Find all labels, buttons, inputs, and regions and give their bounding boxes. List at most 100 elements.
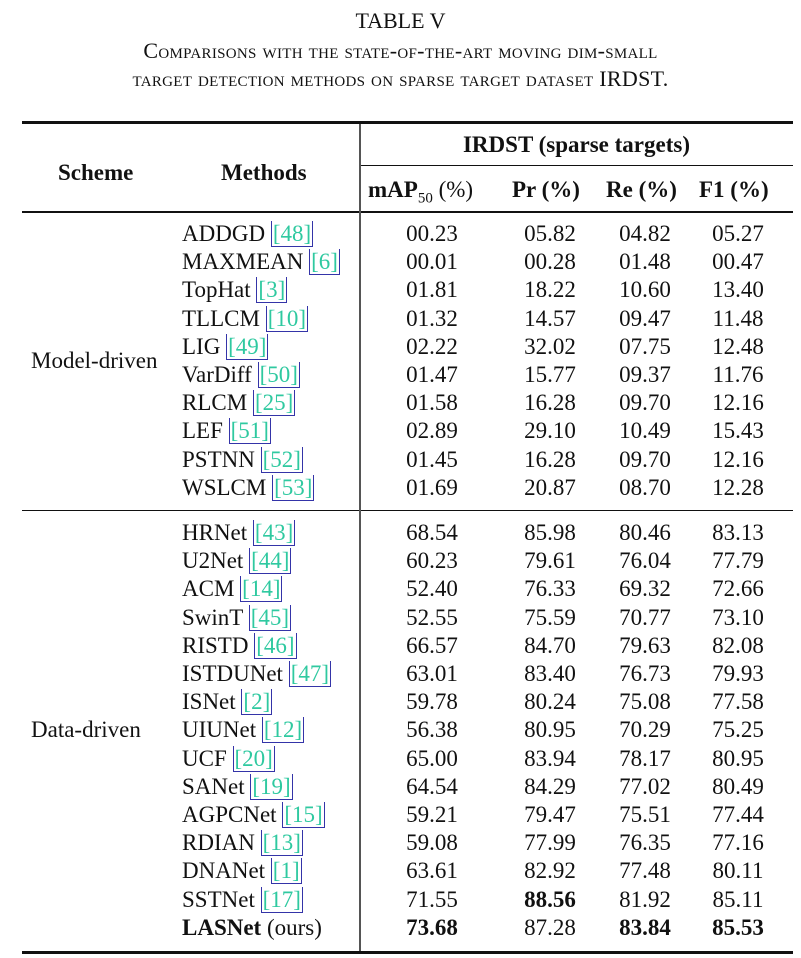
pr-value: 75.59: [524, 604, 576, 630]
method-cell: U2Net [44]: [182, 547, 292, 575]
citation-link[interactable]: [43]: [252, 520, 296, 546]
method-name: ACM: [182, 576, 235, 602]
f1-value: 05.27: [712, 221, 764, 246]
citation-link[interactable]: [17]: [260, 886, 303, 913]
map-value: 60.23: [406, 548, 458, 574]
bottom-rule: [22, 951, 793, 954]
citation-link[interactable]: [52]: [260, 446, 303, 473]
citation-link[interactable]: [15]: [282, 802, 325, 828]
citation-link[interactable]: [45]: [248, 604, 292, 631]
method-cell: MAXMEAN [6]: [182, 248, 340, 276]
method-name: RLCM: [182, 390, 248, 416]
map-value: 71.55: [406, 886, 458, 912]
map-value: 59.08: [406, 830, 458, 856]
method-cell: PSTNN [52]: [182, 446, 303, 474]
pr-value: 32.02: [524, 333, 576, 359]
method-cell: VarDiff [50]: [182, 361, 300, 389]
method-name: ISTDUNet: [182, 661, 283, 686]
f1-value: 11.48: [712, 305, 764, 331]
re-value: 83.84: [619, 914, 671, 940]
re-value: 09.70: [619, 446, 671, 472]
citation-link[interactable]: [49]: [226, 333, 269, 360]
method-cell: LASNet (ours): [182, 914, 322, 942]
citation-link[interactable]: [19]: [250, 773, 293, 800]
citation-link[interactable]: [3]: [256, 277, 288, 304]
f1-value: 85.11: [712, 886, 764, 912]
f1-value: 15.43: [712, 418, 764, 444]
f1-value: 73.10: [712, 604, 764, 630]
f1-value: 00.47: [712, 249, 764, 275]
citation-link[interactable]: [10]: [265, 305, 309, 332]
re-value: 09.37: [619, 362, 671, 387]
f1-value: 82.08: [712, 632, 764, 658]
citation-link[interactable]: [6]: [309, 249, 340, 276]
pr-value: 05.82: [524, 221, 576, 246]
f1-value: 77.44: [712, 802, 764, 827]
method-name: ADDGD: [182, 221, 266, 246]
citation-link[interactable]: [46]: [254, 632, 297, 659]
citation-link[interactable]: [2]: [241, 689, 273, 716]
method-name: LIG: [182, 333, 221, 359]
f1-value: 75.25: [712, 717, 764, 743]
re-value: 07.75: [619, 333, 671, 359]
citation-link[interactable]: [20]: [232, 745, 275, 772]
map-value: 73.68: [406, 914, 458, 940]
method-cell: LIG [49]: [182, 333, 269, 361]
re-value: 77.48: [619, 858, 671, 884]
method-name: TopHat: [182, 277, 251, 303]
f1-value: 83.13: [712, 520, 764, 545]
citation-link[interactable]: [13]: [260, 830, 303, 857]
citation-link[interactable]: [1]: [270, 858, 302, 885]
map-value: 65.00: [406, 745, 458, 771]
re-value: 08.70: [619, 474, 671, 500]
re-value: 77.02: [619, 773, 671, 799]
method-name: RDIAN: [182, 830, 255, 856]
citation-link[interactable]: [12]: [261, 717, 305, 744]
pr-value: 80.24: [524, 689, 576, 715]
method-cell: SwinT [45]: [182, 604, 292, 632]
method-name: WSLCM: [182, 474, 267, 500]
f1-value: 80.95: [712, 745, 764, 771]
method-suffix: (ours): [266, 914, 322, 940]
method-name: PSTNN: [182, 446, 255, 472]
pr-value: 85.98: [524, 520, 576, 545]
citation-link[interactable]: [53]: [272, 474, 315, 501]
re-value: 09.70: [619, 390, 671, 416]
method-name: DNANet: [182, 858, 266, 884]
citation-link[interactable]: [14]: [240, 576, 283, 603]
re-value: 75.08: [619, 689, 671, 715]
header-rule: [22, 211, 793, 213]
method-cell: LEF [51]: [182, 417, 271, 445]
f1-value: 11.76: [712, 362, 764, 387]
re-value: 04.82: [619, 221, 671, 246]
citation-link[interactable]: [50]: [257, 362, 300, 388]
map-value: 66.57: [406, 632, 458, 658]
method-cell: RLCM [25]: [182, 389, 296, 417]
top-rule: [22, 121, 793, 124]
method-name: SANet: [182, 773, 245, 799]
citation-link[interactable]: [25]: [252, 390, 296, 417]
pr-value: 29.10: [524, 418, 576, 444]
citation-link[interactable]: [44]: [249, 548, 292, 575]
re-value: 76.35: [619, 830, 671, 856]
re-value: 75.51: [619, 802, 671, 827]
column-divider: [359, 124, 361, 951]
map-value: 01.69: [406, 474, 458, 500]
citation-link[interactable]: [48]: [270, 221, 314, 247]
pr-value: 79.47: [524, 802, 576, 827]
method-name: SSTNet: [182, 886, 255, 912]
map-value: 00.23: [406, 221, 458, 246]
pr-value: 80.95: [524, 717, 576, 743]
pr-value: 77.99: [524, 830, 576, 856]
pr-value: 15.77: [524, 362, 576, 387]
group-divider: [22, 510, 793, 511]
method-cell: SSTNet [17]: [182, 886, 303, 914]
re-value: 80.46: [619, 520, 671, 545]
method-name: UCF: [182, 745, 227, 771]
f1-value: 77.16: [712, 830, 764, 856]
method-cell: SANet [19]: [182, 773, 293, 801]
citation-link[interactable]: [51]: [228, 418, 271, 445]
caption-line-1: Comparisons with the state-of-the-art mo…: [143, 38, 658, 63]
citation-link[interactable]: [47]: [288, 661, 332, 687]
re-value: 76.04: [619, 548, 671, 574]
